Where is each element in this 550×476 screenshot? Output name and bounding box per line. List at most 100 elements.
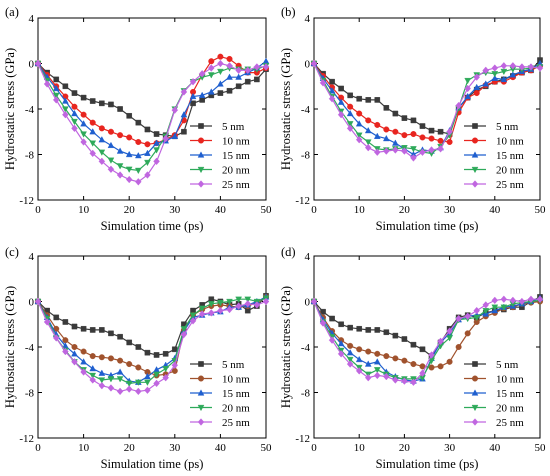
data-point xyxy=(374,350,381,357)
data-point xyxy=(382,134,390,142)
data-point xyxy=(374,371,381,380)
data-point xyxy=(71,350,78,357)
legend-marker xyxy=(471,166,479,174)
data-point xyxy=(392,332,399,339)
data-point xyxy=(208,58,215,65)
data-point xyxy=(392,139,399,146)
y-axis-label: Hydrostatic stress (GPa) xyxy=(3,286,17,408)
y-tick-label: -4 xyxy=(301,342,311,354)
data-point xyxy=(464,330,471,337)
data-point xyxy=(428,127,435,134)
data-point xyxy=(365,117,372,124)
data-point xyxy=(189,77,197,86)
data-point xyxy=(98,136,106,143)
legend-marker xyxy=(197,389,205,396)
data-point xyxy=(89,140,97,147)
x-axis-label: Simulation time (ps) xyxy=(101,457,204,471)
data-point xyxy=(89,149,96,158)
legend-marker xyxy=(471,180,479,188)
x-tick-label: 30 xyxy=(169,204,181,216)
legend-marker xyxy=(472,361,478,367)
x-tick-label: 10 xyxy=(354,442,366,454)
data-point xyxy=(89,128,97,135)
y-tick-label: -8 xyxy=(25,150,35,162)
data-point xyxy=(116,387,124,396)
legend-label: 25 nm xyxy=(496,417,524,429)
series-25-nm xyxy=(310,59,544,162)
series-5-nm xyxy=(35,293,269,358)
data-point xyxy=(134,152,142,159)
data-point xyxy=(338,321,344,328)
data-point xyxy=(253,63,261,71)
panel-label: (a) xyxy=(5,5,19,19)
x-tick-label: 50 xyxy=(535,204,547,216)
data-point xyxy=(226,88,233,94)
data-point xyxy=(392,128,399,135)
data-point xyxy=(356,95,362,102)
data-point xyxy=(337,339,345,347)
data-point xyxy=(116,147,124,154)
data-point xyxy=(244,78,251,85)
data-point xyxy=(153,379,160,388)
data-point xyxy=(428,135,435,142)
legend-marker xyxy=(197,375,204,382)
data-point xyxy=(401,377,408,385)
data-point xyxy=(347,342,354,349)
data-point xyxy=(108,101,114,108)
legend: 5 nm 10 nm 15 nm 20 nm 25 nm xyxy=(190,121,250,191)
legend-marker xyxy=(472,137,479,144)
data-point xyxy=(373,358,381,365)
data-point xyxy=(401,357,408,364)
data-point xyxy=(180,330,188,339)
data-point xyxy=(52,84,60,92)
data-point xyxy=(364,374,372,382)
data-point xyxy=(80,368,87,376)
legend-label: 10 nm xyxy=(496,136,524,148)
data-point xyxy=(536,64,544,72)
data-point xyxy=(319,319,327,327)
data-point xyxy=(428,364,435,371)
data-point xyxy=(153,157,160,166)
data-point xyxy=(217,300,224,307)
data-point xyxy=(491,74,499,81)
data-point xyxy=(125,380,133,388)
data-point xyxy=(189,92,197,100)
data-point xyxy=(401,115,408,121)
y-tick-label: 0 xyxy=(29,59,35,71)
legend-label: 15 nm xyxy=(496,150,524,162)
data-point xyxy=(262,63,270,71)
data-point xyxy=(383,372,390,381)
x-tick-label: 10 xyxy=(78,204,90,216)
data-point xyxy=(43,318,51,326)
x-tick-label: 50 xyxy=(261,442,273,454)
data-point xyxy=(347,324,353,331)
data-point xyxy=(190,100,196,107)
y-tick-label: -4 xyxy=(25,342,35,354)
data-point xyxy=(244,66,252,75)
data-point xyxy=(254,76,260,83)
data-point xyxy=(125,166,133,173)
data-point xyxy=(235,66,242,75)
data-point xyxy=(80,94,87,101)
data-point xyxy=(401,336,408,342)
data-point xyxy=(464,77,472,85)
y-tick-label: 4 xyxy=(305,13,311,25)
data-point xyxy=(346,124,354,133)
data-point xyxy=(401,132,408,139)
legend-label: 20 nm xyxy=(222,403,250,415)
x-tick-label: 40 xyxy=(489,204,501,216)
data-point xyxy=(244,300,252,308)
legend-label: 5 nm xyxy=(222,359,245,371)
legend-marker xyxy=(472,123,478,129)
data-point xyxy=(62,319,69,325)
x-tick-label: 50 xyxy=(535,442,547,454)
data-point xyxy=(383,329,390,336)
data-point xyxy=(98,157,106,166)
data-point xyxy=(144,372,151,380)
data-point xyxy=(328,87,336,94)
data-point xyxy=(428,146,435,154)
data-point xyxy=(374,121,381,128)
data-point xyxy=(135,364,142,371)
data-point xyxy=(144,171,151,179)
data-point xyxy=(355,132,363,139)
